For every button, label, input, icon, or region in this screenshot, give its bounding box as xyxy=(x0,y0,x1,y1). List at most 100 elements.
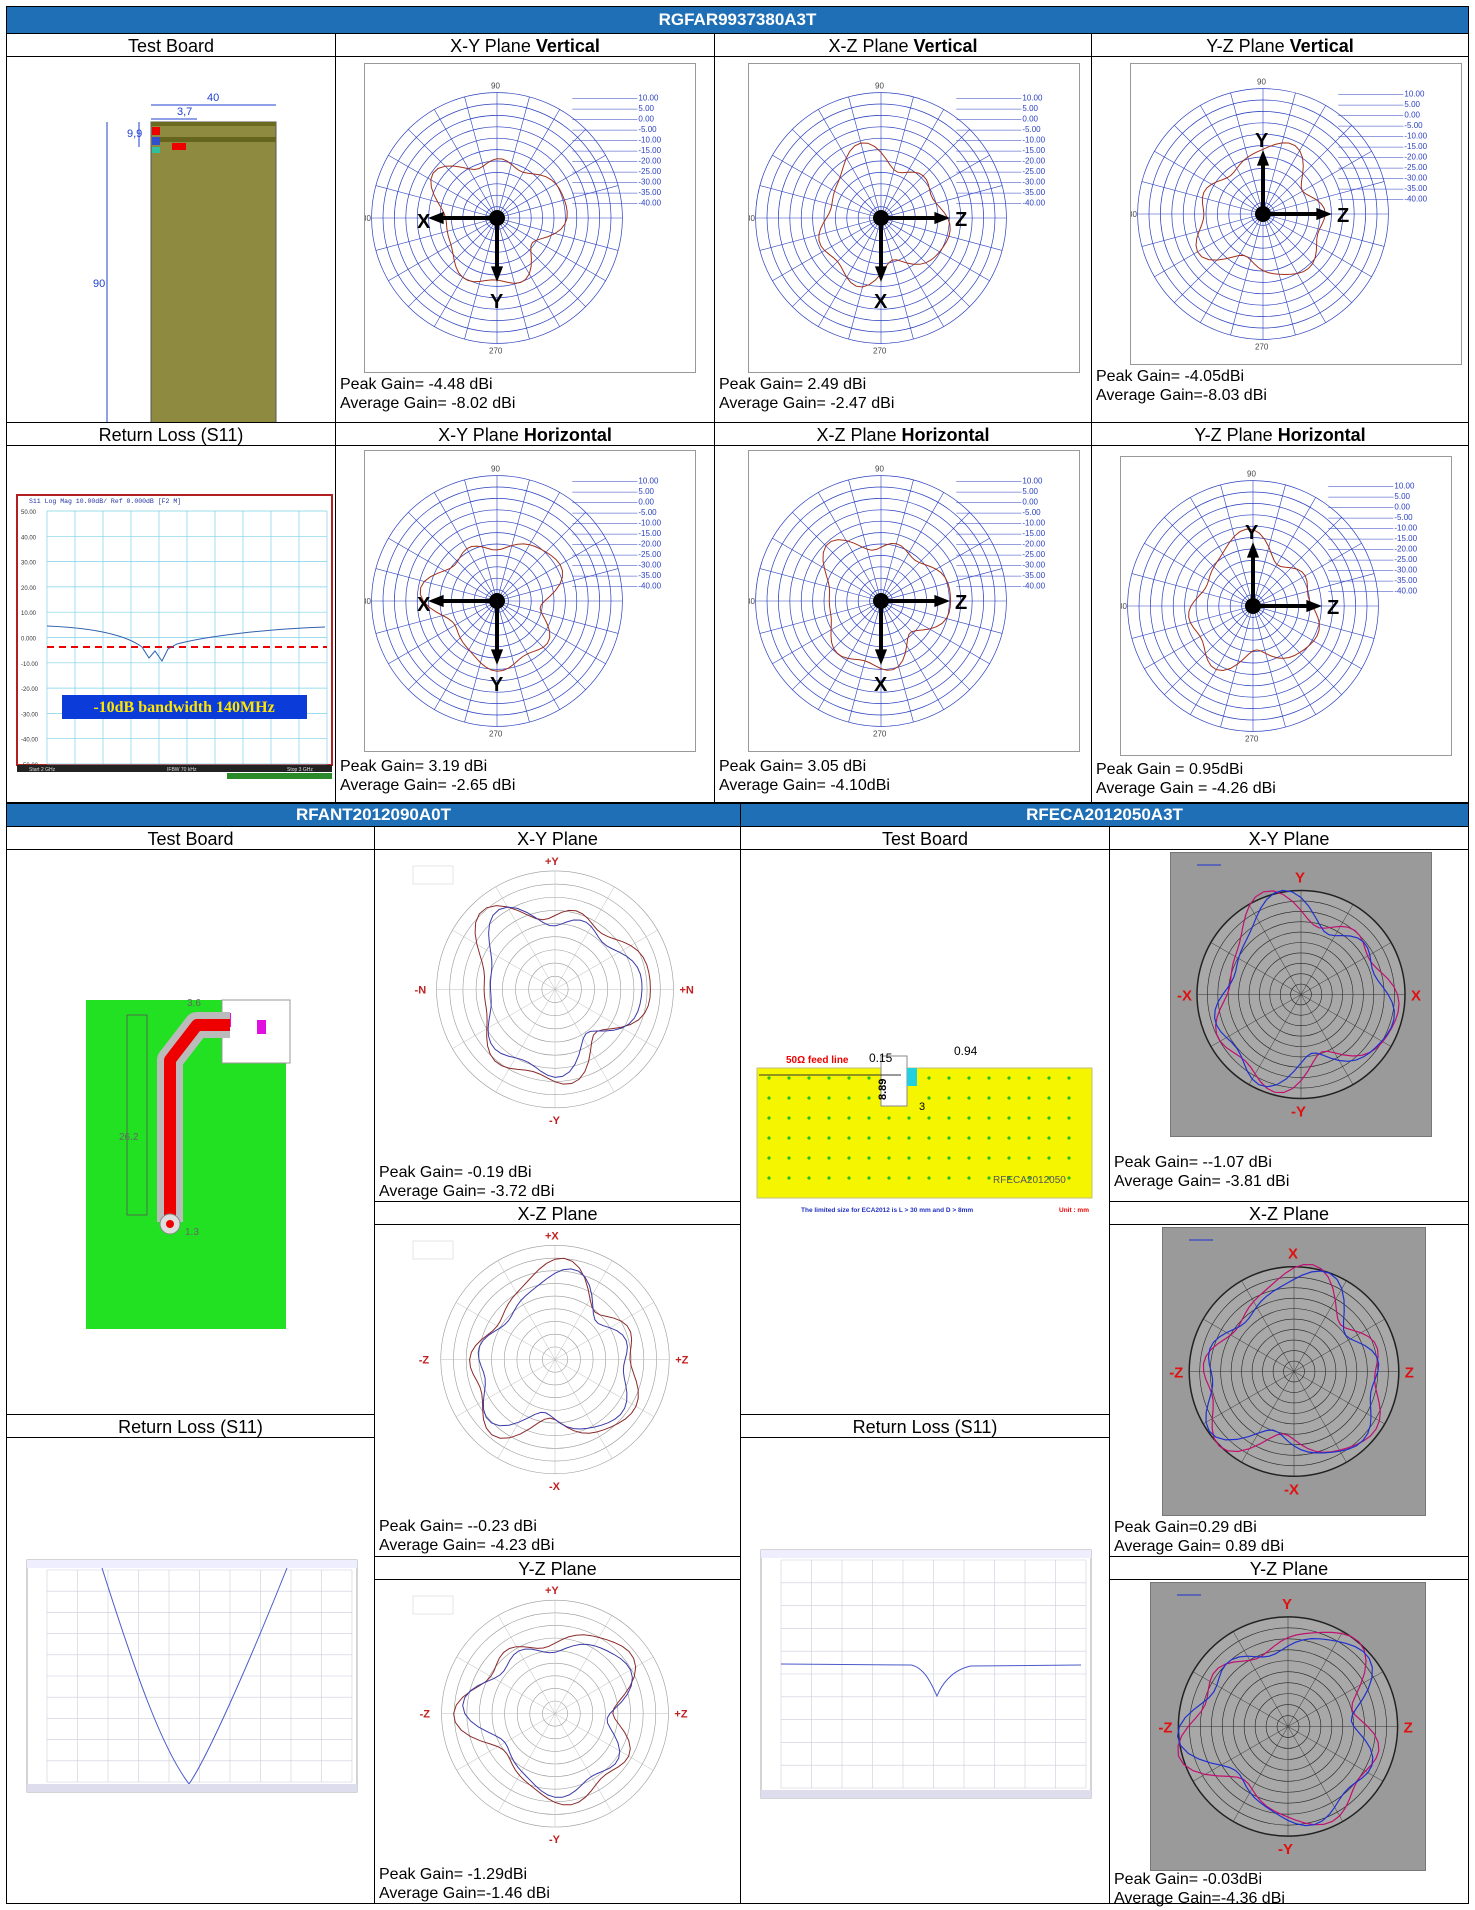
polar-plot: +Y -N +N -Y xyxy=(405,854,705,1136)
polar-scale-label: -20.00 xyxy=(1022,157,1045,166)
polar-spoke xyxy=(1262,181,1385,215)
feed-via-center xyxy=(166,1220,174,1228)
s11-header-bg xyxy=(761,1550,1091,1558)
average-gain: Average Gain= -4.23 dBi xyxy=(379,1537,555,1554)
polar-scale-label: -20.00 xyxy=(638,540,661,549)
polar-plot: X -Z Z -X xyxy=(1162,1227,1426,1516)
board-via xyxy=(987,1156,991,1160)
s11-frame xyxy=(16,494,333,766)
polar-plot: +Y -Z +Z -Y xyxy=(405,1584,705,1854)
s11-footer-right: Stop 3 GHz xyxy=(287,767,313,773)
legend-box xyxy=(412,865,454,885)
axis-arrowhead xyxy=(874,266,888,282)
polar-spoke xyxy=(818,600,882,710)
board-via xyxy=(807,1136,811,1140)
gain-readout: Peak Gain= -0.03dBi Average Gain=-4.36 d… xyxy=(1114,1870,1285,1908)
s11-ytick: -40.00 xyxy=(21,738,39,744)
polar-spoke xyxy=(1252,605,1362,669)
polar-scale-label: 5.00 xyxy=(1022,487,1038,496)
axis-arrowhead xyxy=(874,649,888,665)
polar-spoke xyxy=(496,217,586,307)
right-yz-cell: Y -Z Z -Y Peak Gain= -0.03dBi Average Gain=… xyxy=(1109,1579,1469,1907)
polar-spoke xyxy=(818,217,882,327)
polar-scale-label: -5.00 xyxy=(638,508,657,517)
board-via xyxy=(887,1136,891,1140)
polar-spoke xyxy=(880,217,944,327)
polar-spoke xyxy=(880,600,914,723)
polar-chart: 10.005.00 0.00-5.00 -10.00-15.00 -20.00-25.… xyxy=(365,82,662,356)
polar-spoke xyxy=(1300,994,1392,1047)
polar-spoke xyxy=(496,600,530,723)
polar-spoke xyxy=(1131,605,1254,639)
angle-label-left: 180 xyxy=(1121,602,1127,611)
board-via xyxy=(767,1156,771,1160)
polar-spoke xyxy=(880,512,970,602)
board-via xyxy=(947,1076,951,1080)
gain-readout: Peak Gain= -4.05dBi Average Gain=-8.03 d… xyxy=(1096,367,1267,405)
peak-gain: Peak Gain = 0.95dBi xyxy=(1096,761,1244,778)
right-xz-label: X-Z Plane xyxy=(1109,1201,1469,1225)
board-pad xyxy=(152,147,160,153)
polar-spoke xyxy=(496,217,619,251)
board-via xyxy=(787,1076,791,1080)
polar-spoke xyxy=(1293,1371,1385,1425)
peak-gain: Peak Gain= 2.49 dBi xyxy=(719,376,867,393)
angle-label-top: 90 xyxy=(875,465,884,474)
polar-scale-label: -30.00 xyxy=(1022,178,1045,187)
polar-scale-label: -40.00 xyxy=(638,199,661,208)
board-clearance xyxy=(880,1055,908,1107)
angle-label-bottom: 270 xyxy=(1255,342,1269,351)
board-via xyxy=(1027,1136,1031,1140)
polar-spoke xyxy=(375,185,498,219)
polar-spoke xyxy=(434,600,498,710)
right-test-board-cell: 50Ω feed line 0.15 0.94 8.89 3 RFECA2012… xyxy=(740,849,1110,1415)
board-via xyxy=(827,1076,831,1080)
average-gain: Average Gain=-8.03 dBi xyxy=(1096,387,1267,404)
legend-box xyxy=(412,1595,454,1615)
polar-spoke xyxy=(759,185,882,219)
polar-spoke xyxy=(1192,1726,1289,1782)
gain-readout: Peak Gain=0.29 dBi Average Gain= 0.89 dB… xyxy=(1114,1518,1284,1556)
peak-gain: Peak Gain= -0.03dBi xyxy=(1114,1871,1263,1888)
gain-readout: Peak Gain= -0.19 dBi Average Gain= -3.72… xyxy=(379,1163,554,1201)
polar-scale-label: -10.00 xyxy=(1022,519,1045,528)
board-via xyxy=(807,1176,811,1180)
polar-chart: 10.005.00 0.00-5.00 -10.00-15.00 -20.00-25.… xyxy=(749,465,1046,739)
polar-spoke xyxy=(496,217,530,340)
angle-label-top: 90 xyxy=(491,465,500,474)
polar-spoke xyxy=(818,492,882,602)
s11-trace xyxy=(780,1663,1082,1698)
pattern-trace xyxy=(1205,1270,1380,1454)
left-yz-cell: +Y -Z +Z -Y Peak Gain= -1.29dBi Average Gai… xyxy=(374,1579,741,1904)
polar-spoke xyxy=(554,1359,655,1417)
angle-label-left: 180 xyxy=(749,597,755,606)
polar-scale-label: -5.00 xyxy=(1022,508,1041,517)
board-via xyxy=(867,1136,871,1140)
polar-scale-label: 5.00 xyxy=(1394,492,1410,501)
polar-spoke xyxy=(880,479,914,602)
polar-spoke xyxy=(1164,517,1254,607)
polar-spoke xyxy=(880,217,970,307)
polar-spoke xyxy=(1262,213,1372,277)
average-gain: Average Gain=-4.36 dBi xyxy=(1114,1890,1285,1907)
s11-footer-bar xyxy=(27,1784,357,1792)
axis-label-left: -Z xyxy=(1169,1365,1183,1382)
polar-spoke xyxy=(1200,213,1264,323)
polar-spoke xyxy=(1252,605,1342,695)
polar-chart: +Y -Z +Z -Y xyxy=(412,1585,688,1846)
polar-spoke xyxy=(456,1656,556,1714)
board-via xyxy=(1007,1156,1011,1160)
axis-label-left: -X xyxy=(1177,988,1192,1005)
polar-grid xyxy=(755,475,1007,727)
board-via xyxy=(1047,1116,1051,1120)
s11-ytick: -10.00 xyxy=(21,662,39,668)
polar-spoke xyxy=(388,155,498,219)
polar-scale-label: 10.00 xyxy=(1404,90,1425,99)
polar-spoke xyxy=(1203,1318,1295,1372)
s11-footer-left: Start 2 GHz xyxy=(29,767,56,773)
polar-spoke xyxy=(408,512,498,602)
pattern-trace xyxy=(487,906,643,1078)
axis-letter: X xyxy=(874,674,888,696)
board-body xyxy=(150,121,277,422)
polar-scale-label: -25.00 xyxy=(638,167,661,176)
